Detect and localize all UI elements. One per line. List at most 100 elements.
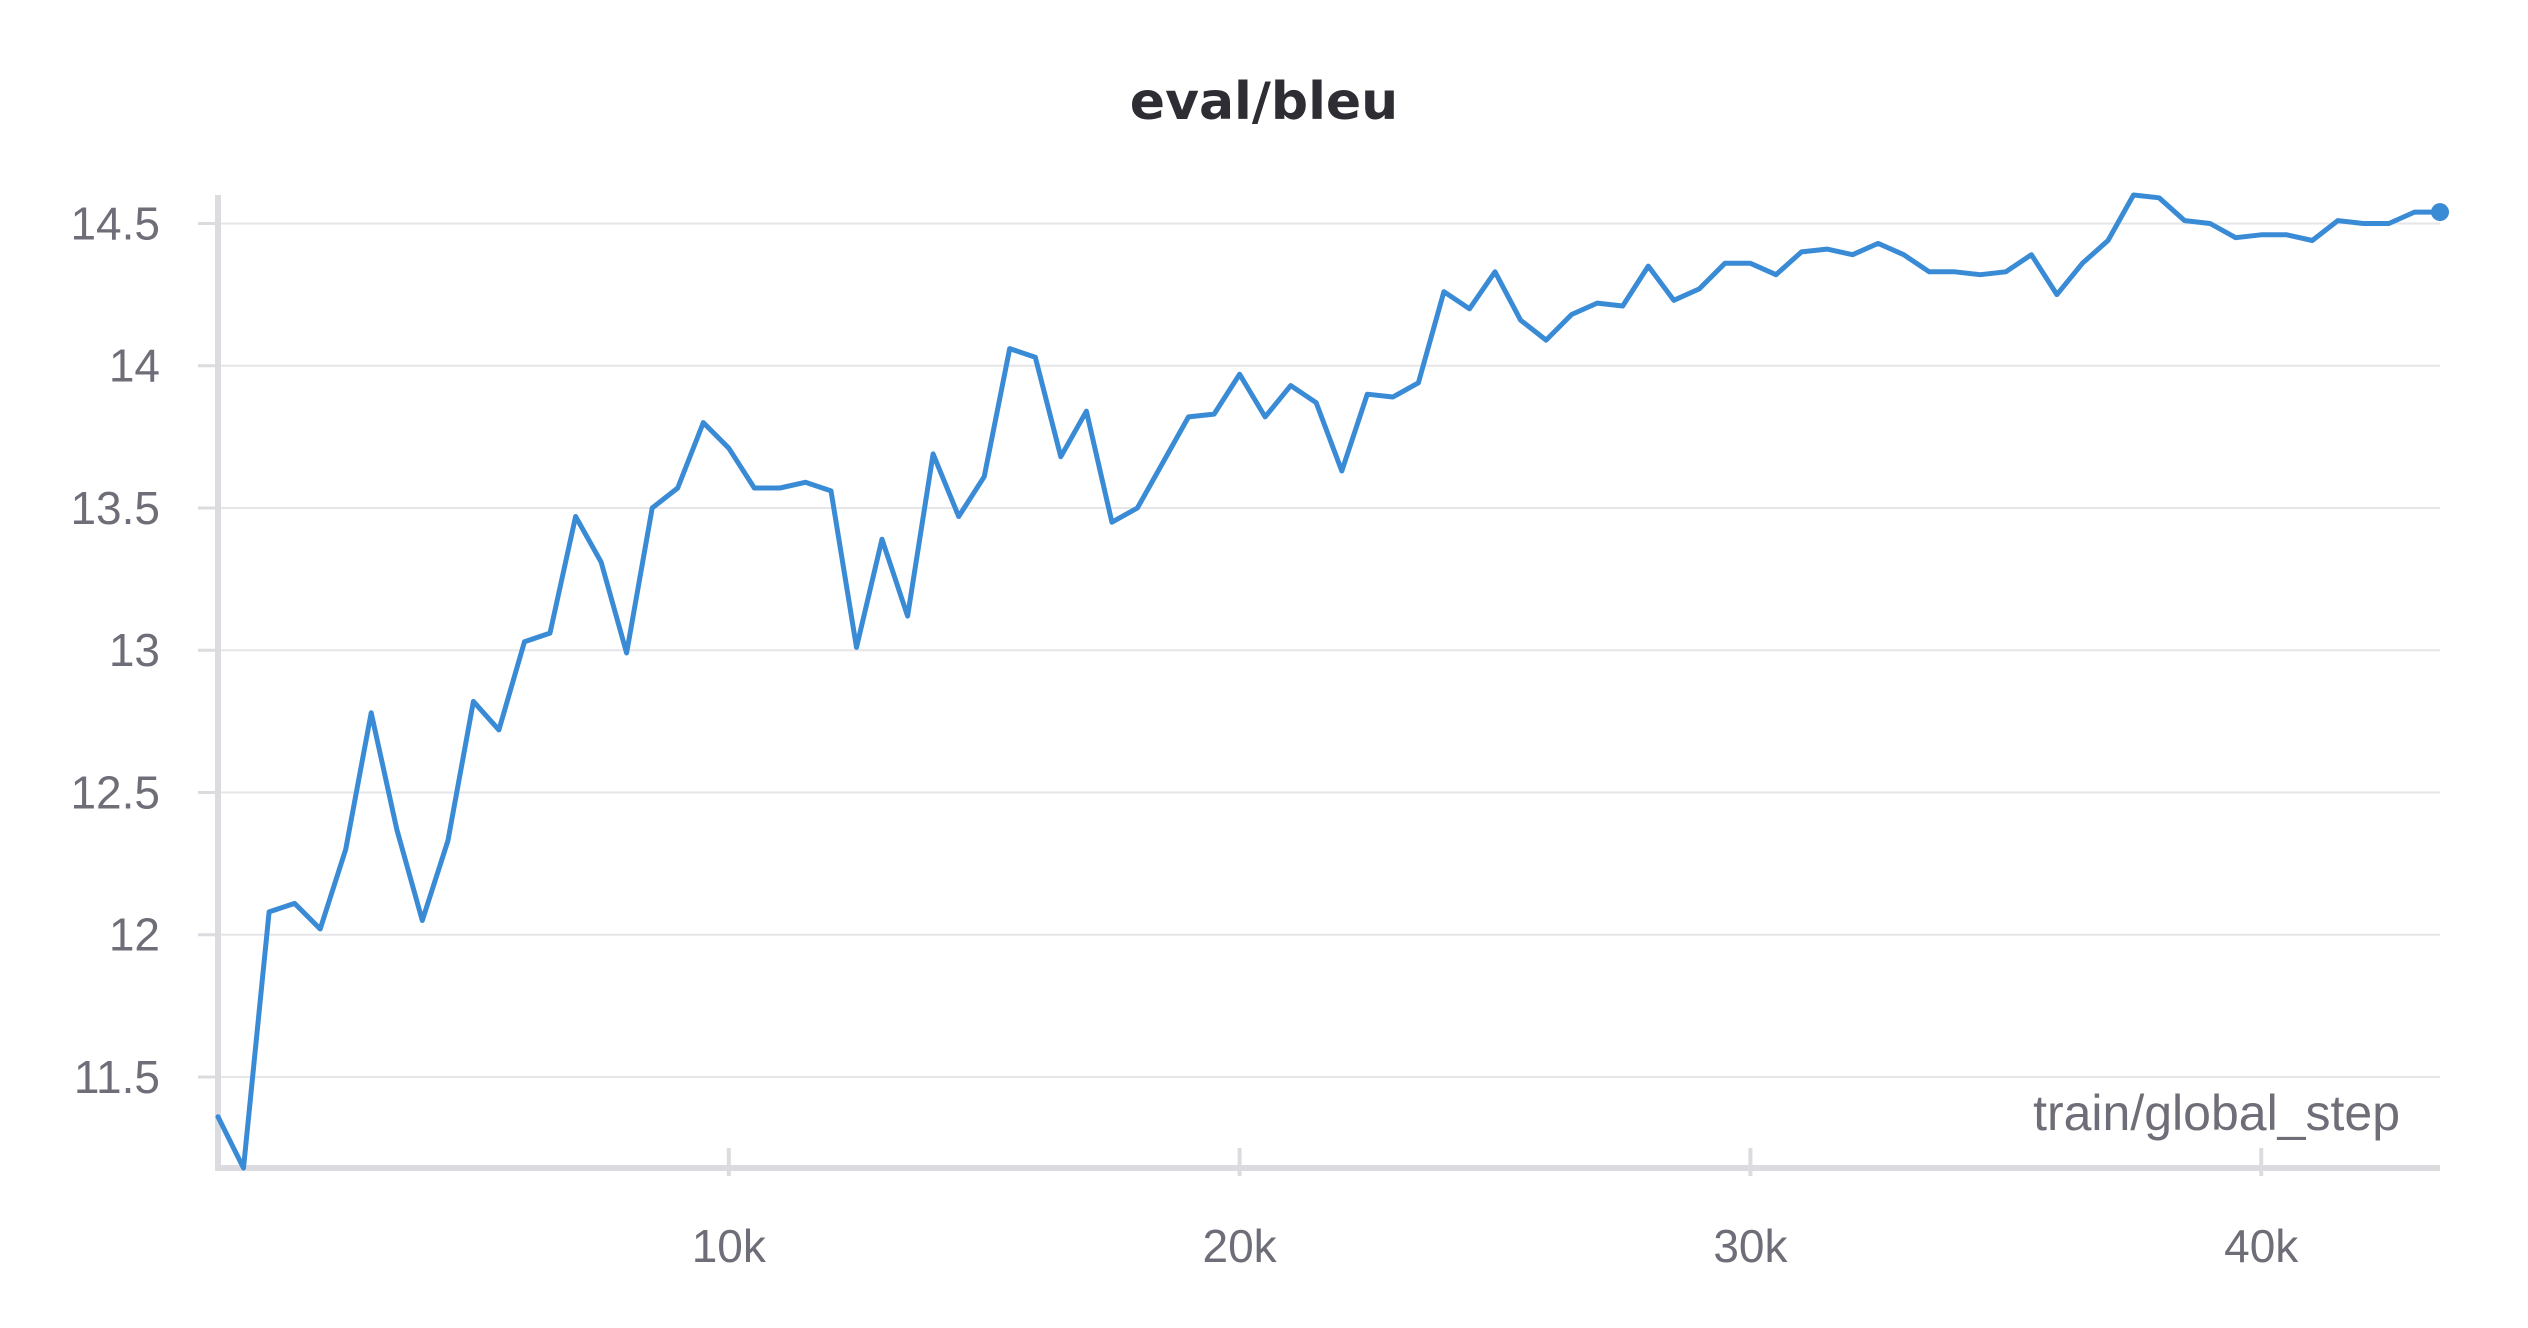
data-point: [879, 536, 885, 542]
data-point: [1262, 414, 1268, 420]
y-tick-label: 13: [109, 624, 160, 676]
data-point: [2335, 218, 2341, 224]
data-point: [445, 838, 451, 844]
x-tick-label: 20k: [1203, 1220, 1278, 1272]
data-point: [1186, 414, 1192, 420]
data-point: [573, 513, 579, 519]
series-line: [215, 192, 2443, 1171]
data-point: [1415, 380, 1421, 386]
y-axis-ticks: 11.5 12 12.5 13 13.5 14 14.5: [70, 197, 218, 1103]
y-tick-label: 14: [109, 340, 160, 392]
data-point: [2207, 220, 2213, 226]
data-point: [624, 650, 630, 656]
data-point: [1671, 297, 1677, 303]
data-point: [1032, 354, 1038, 360]
data-point: [2003, 269, 2009, 275]
data-point: [751, 485, 757, 491]
data-point: [905, 613, 911, 619]
data-point: [547, 630, 553, 636]
axes: [215, 195, 2440, 1171]
data-point: [802, 479, 808, 485]
y-tick-label: 13.5: [70, 482, 160, 534]
data-point: [1824, 246, 1830, 252]
data-point: [266, 909, 272, 915]
data-point: [1007, 346, 1013, 352]
data-point: [2386, 220, 2392, 226]
data-point: [1390, 394, 1396, 400]
data-point: [521, 639, 527, 645]
data-point: [470, 698, 476, 704]
data-point: [2309, 238, 2315, 244]
data-point: [1518, 317, 1524, 323]
data-point: [1722, 260, 1728, 266]
data-point: [1160, 459, 1166, 465]
data-point: [1313, 400, 1319, 406]
data-point: [215, 1114, 221, 1120]
y-tick-label: 12: [109, 909, 160, 961]
data-point: [1083, 408, 1089, 414]
x-tick-label: 10k: [692, 1220, 767, 1272]
last-point-marker: [2431, 203, 2449, 222]
y-tick-label: 14.5: [70, 197, 160, 249]
data-point: [2411, 209, 2417, 215]
data-point: [1620, 303, 1626, 309]
data-point: [700, 420, 706, 426]
data-point: [675, 485, 681, 491]
data-point: [1466, 306, 1472, 312]
data-point: [777, 485, 783, 491]
data-point: [1543, 337, 1549, 343]
data-point: [649, 505, 655, 511]
data-point: [2360, 220, 2366, 226]
data-point: [1798, 249, 1804, 255]
y-tick-label: 12.5: [70, 766, 160, 818]
x-tick-label: 30k: [1713, 1220, 1788, 1272]
data-point: [317, 926, 323, 932]
data-point: [2284, 232, 2290, 238]
data-point: [2258, 232, 2264, 238]
data-point: [1594, 300, 1600, 306]
data-point: [1773, 272, 1779, 278]
x-tick-label: 40k: [2224, 1220, 2299, 1272]
data-point: [2182, 218, 2188, 224]
data-point: [2028, 252, 2034, 258]
data-point: [1569, 311, 1575, 317]
data-point: [598, 559, 604, 565]
grid-lines: [218, 222, 2440, 1078]
data-point: [419, 917, 425, 923]
data-point: [1288, 383, 1294, 389]
data-point: [1901, 252, 1907, 258]
data-point: [394, 826, 400, 832]
data-point: [1977, 272, 1983, 278]
data-point: [726, 445, 732, 451]
data-point: [1441, 289, 1447, 295]
data-point: [1747, 260, 1753, 266]
data-point: [1211, 411, 1217, 417]
data-point: [1237, 371, 1243, 377]
data-point: [2054, 292, 2060, 298]
data-point: [1926, 269, 1932, 275]
data-point: [241, 1165, 247, 1171]
data-point: [2079, 260, 2085, 266]
data-point: [981, 474, 987, 480]
data-point: [930, 451, 936, 457]
y-tick-label: 11.5: [74, 1051, 160, 1103]
data-point: [2131, 192, 2137, 198]
data-point: [1645, 263, 1651, 269]
data-point: [828, 488, 834, 494]
data-point: [343, 846, 349, 852]
data-point: [1875, 240, 1881, 246]
data-point: [1109, 519, 1115, 525]
data-point: [1058, 454, 1064, 460]
data-point: [854, 644, 860, 650]
data-point: [2105, 238, 2111, 244]
data-point: [292, 900, 298, 906]
x-axis-label: train/global_step: [2033, 1085, 2400, 1141]
data-point: [1850, 252, 1856, 258]
data-point: [1339, 468, 1345, 474]
data-point: [1492, 269, 1498, 275]
data-point: [1134, 505, 1140, 511]
data-point: [496, 727, 502, 733]
chart-title: eval/bleu: [1129, 72, 1399, 132]
x-axis-ticks: 10k 20k 30k 40k: [692, 1148, 2299, 1272]
